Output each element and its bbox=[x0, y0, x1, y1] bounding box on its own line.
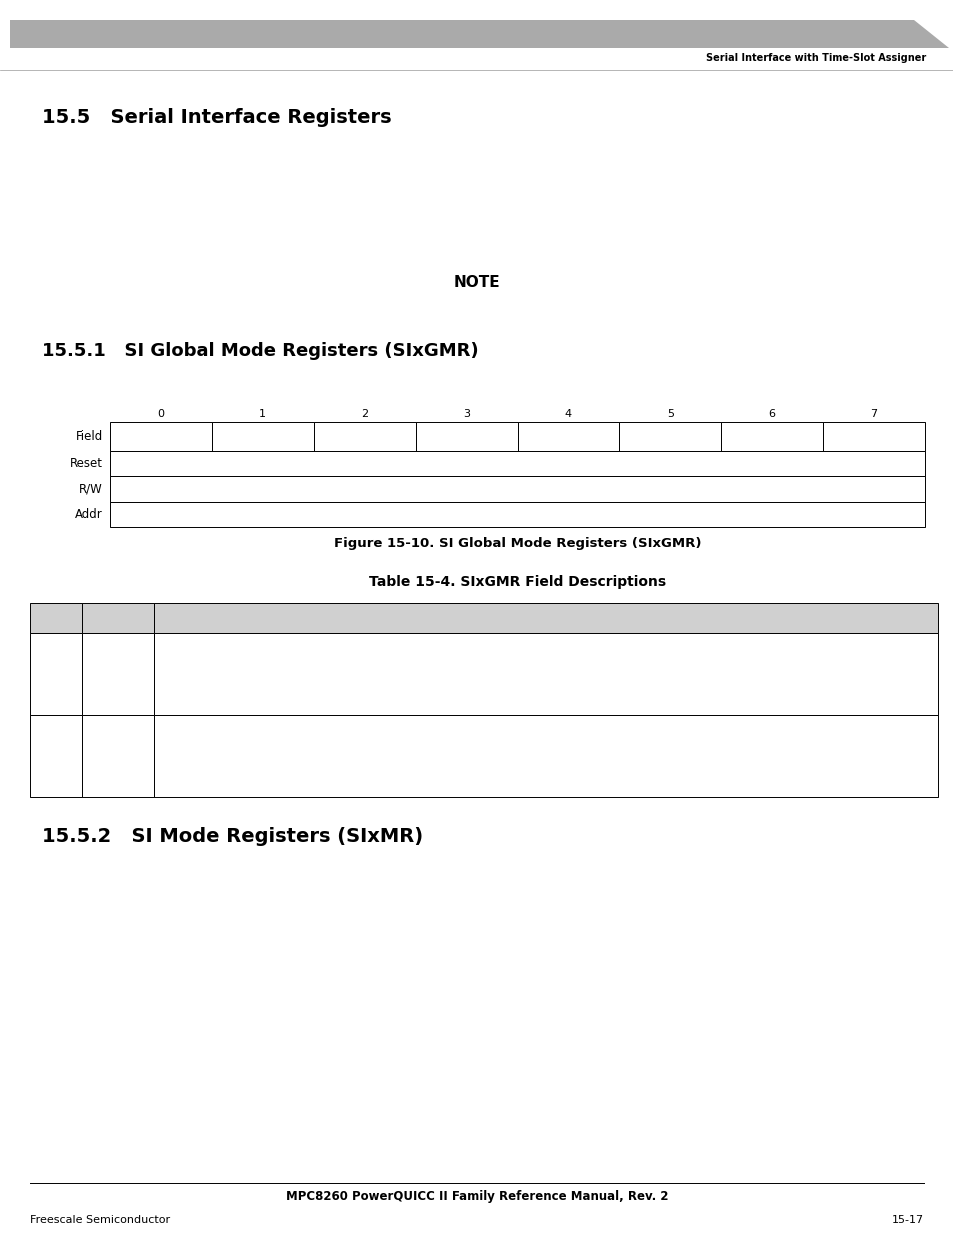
Text: NOTE: NOTE bbox=[454, 275, 499, 290]
Text: 0x0x11B28 (SI1GMR), 0x0x11B48 (SI2GMR): 0x0x11B28 (SI1GMR), 0x0x11B48 (SI2GMR) bbox=[388, 508, 646, 521]
Text: 0–3: 0–3 bbox=[46, 668, 67, 680]
FancyBboxPatch shape bbox=[618, 422, 720, 451]
Text: 0000_0000: 0000_0000 bbox=[484, 457, 549, 469]
FancyBboxPatch shape bbox=[30, 634, 82, 715]
Text: 15-17: 15-17 bbox=[891, 1215, 923, 1225]
Text: 4: 4 bbox=[564, 409, 572, 419]
Text: ENC: ENC bbox=[657, 430, 683, 443]
FancyBboxPatch shape bbox=[153, 603, 937, 634]
Text: 0  Normal operation: 0 Normal operation bbox=[163, 659, 276, 669]
Text: Freescale Semiconductor: Freescale Semiconductor bbox=[30, 1215, 170, 1225]
FancyBboxPatch shape bbox=[110, 451, 924, 475]
FancyBboxPatch shape bbox=[416, 422, 517, 451]
Text: Reset: Reset bbox=[70, 457, 103, 469]
Text: 1  All TDMx functions are enabled.: 1 All TDMx functions are enabled. bbox=[163, 776, 358, 785]
Text: other SI functions still operate.: other SI functions still operate. bbox=[163, 758, 357, 769]
Polygon shape bbox=[10, 20, 948, 48]
FancyBboxPatch shape bbox=[82, 634, 153, 715]
Text: Field: Field bbox=[75, 430, 103, 443]
Text: Program L1TXDx to zero for TDM a, b, c or d: Program L1TXDx to zero for TDM a, b, c o… bbox=[163, 643, 415, 653]
FancyBboxPatch shape bbox=[110, 475, 924, 501]
Text: Name: Name bbox=[98, 611, 138, 625]
Text: 15.5.2   SI Mode Registers (SIxMR): 15.5.2 SI Mode Registers (SIxMR) bbox=[42, 827, 423, 846]
Text: ENB: ENB bbox=[758, 430, 785, 443]
Text: R/W: R/W bbox=[505, 482, 529, 495]
FancyBboxPatch shape bbox=[110, 422, 212, 451]
FancyBboxPatch shape bbox=[110, 501, 924, 527]
Text: Bit: Bit bbox=[46, 611, 66, 625]
FancyBboxPatch shape bbox=[720, 422, 822, 451]
FancyBboxPatch shape bbox=[82, 603, 153, 634]
FancyBboxPatch shape bbox=[30, 715, 82, 798]
Text: 4–7: 4–7 bbox=[46, 750, 67, 763]
Text: Table 15-4. SIxGMR Field Descriptions: Table 15-4. SIxGMR Field Descriptions bbox=[369, 576, 665, 589]
Text: STZD: STZD bbox=[143, 430, 178, 443]
Text: 1  L1TXDx = 0 until serial clocks are available, which is useful for GCI activat: 1 L1TXDx = 0 until serial clocks are ava… bbox=[163, 677, 647, 687]
Text: MPC8260 PowerQUICC II Family Reference Manual, Rev. 2: MPC8260 PowerQUICC II Family Reference M… bbox=[286, 1191, 667, 1203]
Text: 15.5   Serial Interface Registers: 15.5 Serial Interface Registers bbox=[42, 107, 392, 127]
Text: STZx: STZx bbox=[103, 668, 132, 680]
Text: Serial Interface with Time-Slot Assigner: Serial Interface with Time-Slot Assigner bbox=[705, 53, 925, 63]
Text: ENA: ENA bbox=[860, 430, 886, 443]
FancyBboxPatch shape bbox=[212, 422, 314, 451]
Text: 6: 6 bbox=[768, 409, 775, 419]
Text: 1: 1 bbox=[259, 409, 266, 419]
Text: STZC: STZC bbox=[246, 430, 279, 443]
Text: 7: 7 bbox=[869, 409, 877, 419]
FancyBboxPatch shape bbox=[822, 422, 924, 451]
Text: 15.5.1   SI Global Mode Registers (SIxGMR): 15.5.1 SI Global Mode Registers (SIxGMR) bbox=[42, 342, 478, 359]
Text: STZA: STZA bbox=[449, 430, 483, 443]
FancyBboxPatch shape bbox=[153, 634, 937, 715]
Text: 0: 0 bbox=[157, 409, 164, 419]
Text: 3: 3 bbox=[462, 409, 470, 419]
Text: 5: 5 bbox=[666, 409, 673, 419]
Text: 0  TDM channel x is disabled. The SIx RAMs and routing for TDMx are in a state o: 0 TDM channel x is disabled. The SIx RAM… bbox=[163, 742, 704, 752]
Text: R/W: R/W bbox=[79, 482, 103, 495]
Text: Enable TDMx. Note that enabling a TDM is the last step in initialization.: Enable TDMx. Note that enabling a TDM is… bbox=[163, 725, 569, 735]
Text: STZB: STZB bbox=[347, 430, 381, 443]
Text: 2: 2 bbox=[361, 409, 368, 419]
FancyBboxPatch shape bbox=[82, 715, 153, 798]
FancyBboxPatch shape bbox=[314, 422, 416, 451]
Text: Section 15.7.1, “SI GCI Activation/Deactivation Procedure.”: Section 15.7.1, “SI GCI Activation/Deact… bbox=[163, 693, 499, 704]
FancyBboxPatch shape bbox=[153, 715, 937, 798]
Text: Figure 15-10. SI Global Mode Registers (SIxGMR): Figure 15-10. SI Global Mode Registers (… bbox=[334, 537, 700, 550]
Text: ENx: ENx bbox=[107, 750, 130, 763]
FancyBboxPatch shape bbox=[517, 422, 618, 451]
Text: Description: Description bbox=[505, 611, 585, 625]
Text: END: END bbox=[554, 430, 581, 443]
FancyBboxPatch shape bbox=[30, 603, 82, 634]
Text: Addr: Addr bbox=[75, 508, 103, 521]
